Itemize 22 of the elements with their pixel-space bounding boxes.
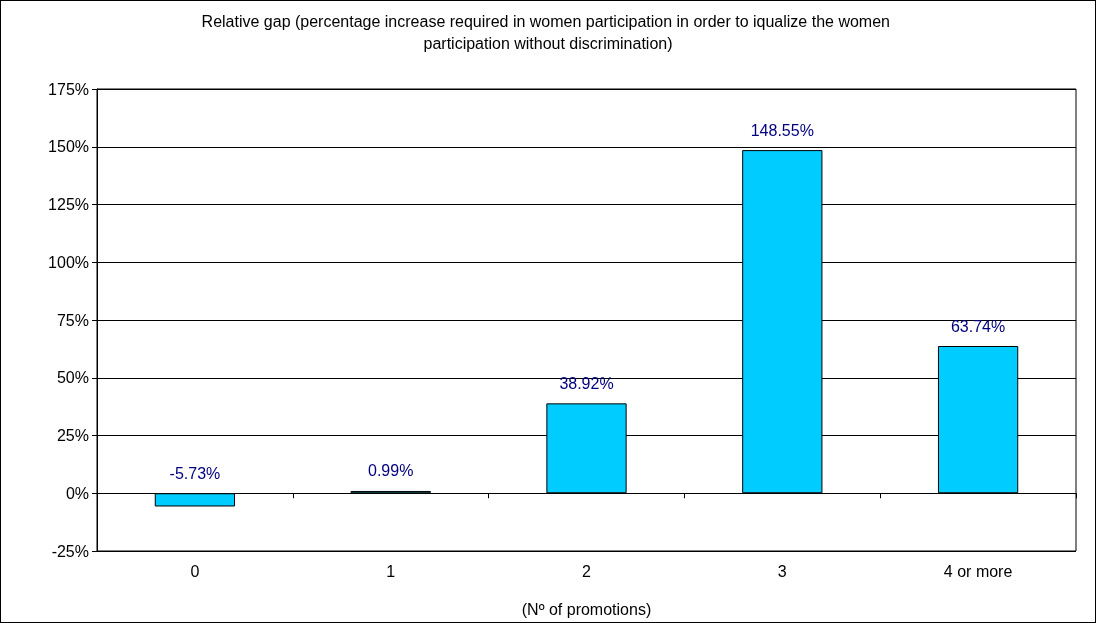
x-tick-label: 0	[190, 562, 200, 580]
data-label: -5.73%	[169, 464, 221, 482]
x-tick-label: 1	[386, 562, 396, 580]
x-tick-label: 4 or more	[943, 562, 1013, 580]
bar	[154, 493, 236, 507]
y-tick-label: 150%	[48, 138, 89, 156]
x-tick-label: 2	[582, 562, 592, 580]
y-tick-label: 25%	[56, 427, 89, 444]
data-label: 38.92%	[559, 374, 614, 392]
y-tick-label: -25%	[51, 542, 89, 560]
data-label: 0.99%	[368, 462, 414, 480]
chart-title: Relative gap (percentage increase required in women participation in order to iqualize the women participation without discrimination)	[201, 12, 895, 52]
y-tick-label: 0%	[65, 484, 89, 502]
y-tick-label: 125%	[48, 196, 89, 213]
y-tick-label: 50%	[56, 369, 89, 387]
x-axis-title: (Nº of promotions)	[521, 600, 652, 618]
y-tick-label: 100%	[48, 253, 89, 271]
y-tick-label: 75%	[56, 311, 89, 329]
y-tick-label: 175%	[48, 80, 89, 98]
data-label: 63.74%	[950, 317, 1006, 335]
x-tick-label: 3	[777, 562, 787, 580]
data-label: 148.55%	[750, 121, 814, 139]
